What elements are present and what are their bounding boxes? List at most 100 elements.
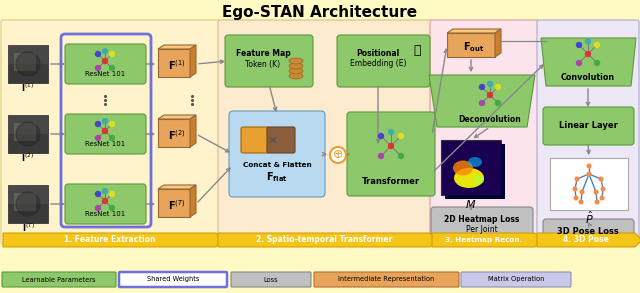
Text: Matrix Operation: Matrix Operation [488, 277, 544, 282]
Ellipse shape [289, 63, 303, 69]
Polygon shape [537, 233, 640, 247]
Circle shape [574, 196, 578, 200]
Text: $\hat{M}$: $\hat{M}$ [465, 195, 477, 211]
Text: ResNet 101: ResNet 101 [85, 141, 125, 147]
Polygon shape [495, 29, 501, 57]
Circle shape [109, 122, 115, 127]
Text: F$^{(T)}$: F$^{(T)}$ [168, 198, 186, 212]
Circle shape [109, 52, 115, 57]
Text: Per Joint: Per Joint [466, 226, 498, 234]
Circle shape [95, 135, 100, 141]
FancyBboxPatch shape [1, 20, 220, 244]
Text: 3D Pose Loss: 3D Pose Loss [557, 227, 619, 236]
Circle shape [588, 172, 591, 176]
Text: 📍: 📍 [413, 43, 420, 57]
Bar [441, 140, 501, 195]
Circle shape [586, 52, 591, 57]
FancyBboxPatch shape [119, 272, 227, 287]
Text: ⊕: ⊕ [333, 149, 343, 161]
FancyBboxPatch shape [543, 219, 634, 245]
Circle shape [102, 198, 108, 204]
Bar [8, 185, 48, 204]
Circle shape [109, 205, 115, 210]
Circle shape [95, 122, 100, 127]
Ellipse shape [289, 68, 303, 74]
Circle shape [399, 154, 403, 159]
FancyBboxPatch shape [229, 111, 325, 197]
FancyBboxPatch shape [430, 20, 539, 244]
Circle shape [102, 49, 108, 54]
Text: 4. 3D Pose: 4. 3D Pose [563, 236, 609, 244]
Circle shape [95, 192, 100, 197]
Circle shape [586, 39, 591, 44]
FancyBboxPatch shape [337, 35, 430, 87]
Text: Token (K): Token (K) [245, 59, 280, 69]
Polygon shape [158, 185, 196, 189]
Polygon shape [432, 233, 542, 247]
Text: Deconvolution: Deconvolution [459, 115, 522, 124]
Text: Linear Layer: Linear Layer [559, 122, 618, 130]
Circle shape [575, 177, 579, 181]
Circle shape [16, 52, 40, 76]
Bar [447, 33, 495, 57]
FancyBboxPatch shape [431, 207, 533, 241]
Text: $\hat{P}$: $\hat{P}$ [585, 210, 593, 226]
Text: 1. Feature Extraction: 1. Feature Extraction [64, 236, 156, 244]
Text: Positional: Positional [356, 50, 399, 59]
Text: Intermediate Representation: Intermediate Representation [339, 277, 435, 282]
Bar [158, 189, 190, 217]
Text: Embedding (E): Embedding (E) [349, 59, 406, 69]
FancyBboxPatch shape [241, 127, 269, 153]
Circle shape [495, 100, 500, 105]
Bar [158, 49, 190, 77]
Circle shape [109, 192, 115, 197]
FancyBboxPatch shape [461, 272, 571, 287]
Circle shape [595, 42, 600, 47]
FancyBboxPatch shape [347, 112, 435, 196]
Circle shape [109, 66, 115, 71]
Circle shape [95, 52, 100, 57]
FancyBboxPatch shape [2, 272, 116, 287]
Bar [8, 185, 48, 223]
Circle shape [102, 59, 108, 64]
Circle shape [595, 200, 599, 204]
FancyBboxPatch shape [314, 272, 459, 287]
Ellipse shape [453, 161, 473, 176]
Bar [8, 45, 48, 64]
Circle shape [573, 187, 577, 191]
Circle shape [577, 42, 582, 47]
Ellipse shape [454, 168, 484, 188]
Circle shape [378, 154, 383, 159]
Text: ResNet 101: ResNet 101 [85, 211, 125, 217]
Text: 2. Spatio-temporal Transformer: 2. Spatio-temporal Transformer [256, 236, 392, 244]
Polygon shape [541, 38, 636, 86]
Polygon shape [447, 29, 501, 33]
Circle shape [488, 93, 493, 98]
FancyBboxPatch shape [543, 107, 634, 145]
Ellipse shape [474, 176, 484, 184]
Text: Feature Map: Feature Map [236, 50, 291, 59]
Ellipse shape [289, 58, 303, 64]
Bar [14, 123, 36, 141]
Ellipse shape [468, 157, 482, 167]
Circle shape [479, 100, 484, 105]
Polygon shape [158, 45, 196, 49]
Text: ResNet 101: ResNet 101 [85, 71, 125, 77]
FancyBboxPatch shape [267, 127, 295, 153]
Polygon shape [3, 233, 223, 247]
Circle shape [378, 134, 383, 139]
Bar [14, 53, 36, 71]
FancyBboxPatch shape [218, 20, 432, 244]
FancyBboxPatch shape [65, 114, 146, 154]
Text: F$^{(1)}$: F$^{(1)}$ [168, 58, 186, 72]
FancyBboxPatch shape [65, 44, 146, 84]
Ellipse shape [289, 73, 303, 79]
Circle shape [588, 164, 591, 168]
Circle shape [601, 187, 605, 191]
Text: I$^{(1)}$: I$^{(1)}$ [22, 82, 35, 94]
FancyBboxPatch shape [231, 272, 311, 287]
FancyBboxPatch shape [537, 20, 639, 244]
Circle shape [399, 134, 403, 139]
Circle shape [388, 144, 394, 149]
Polygon shape [190, 45, 196, 77]
